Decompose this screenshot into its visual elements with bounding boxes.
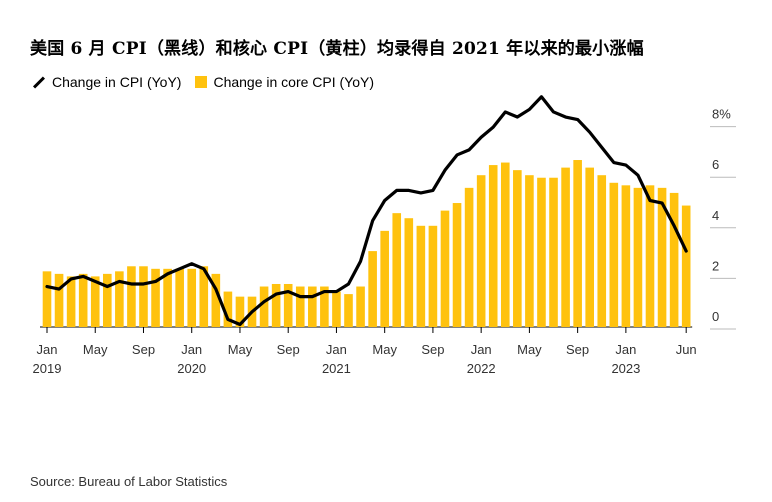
core-cpi-bar bbox=[139, 266, 148, 327]
y-tick-label: 8% bbox=[712, 107, 731, 122]
y-tick-label: 4 bbox=[712, 208, 719, 223]
x-tick-label: Sep bbox=[566, 342, 589, 357]
core-cpi-bar bbox=[199, 266, 209, 327]
core-cpi-bar bbox=[380, 230, 389, 327]
core-cpi-bar bbox=[115, 271, 124, 327]
core-cpi-bar bbox=[561, 167, 570, 327]
core-cpi-bar bbox=[549, 177, 558, 327]
core-cpi-bar bbox=[573, 160, 582, 327]
core-cpi-bar bbox=[657, 187, 667, 327]
core-cpi-bar bbox=[235, 296, 245, 327]
core-cpi-bar bbox=[151, 268, 160, 327]
core-cpi-bar bbox=[320, 286, 329, 327]
core-cpi-bar bbox=[452, 203, 462, 327]
core-cpi-bar bbox=[175, 268, 184, 327]
core-cpi-bar bbox=[211, 273, 221, 327]
core-cpi-bar bbox=[259, 286, 269, 327]
core-cpi-bar bbox=[645, 185, 655, 327]
core-cpi-bar bbox=[187, 268, 197, 327]
core-cpi-bar bbox=[368, 251, 377, 327]
x-tick-label: Jan bbox=[615, 342, 636, 357]
legend-label-core-cpi: Change in core CPI (YoY) bbox=[213, 74, 375, 90]
core-cpi-bar bbox=[669, 192, 679, 327]
core-cpi-bar bbox=[513, 170, 522, 327]
cpi-line bbox=[45, 95, 688, 327]
x-tick-label: Sep bbox=[277, 342, 300, 357]
source-note: Source: Bureau of Labor Statistics bbox=[30, 474, 228, 489]
core-cpi-bar bbox=[476, 175, 486, 327]
core-cpi-bar bbox=[440, 210, 450, 327]
core-cpi-bar bbox=[308, 286, 317, 327]
core-cpi-bar bbox=[223, 291, 233, 327]
core-cpi-bar bbox=[464, 187, 474, 327]
core-cpi-bar bbox=[525, 175, 534, 327]
legend-label-cpi: Change in CPI (YoY) bbox=[52, 74, 182, 90]
core-cpi-bar bbox=[295, 286, 305, 327]
core-cpi-bar bbox=[585, 167, 594, 327]
core-cpi-bar bbox=[66, 276, 76, 327]
core-cpi-bar bbox=[163, 268, 172, 327]
legend-item-core-cpi: Change in core CPI (YoY) bbox=[195, 74, 374, 90]
core-cpi-bar bbox=[681, 205, 691, 327]
y-tick-label: 2 bbox=[712, 258, 719, 273]
x-tick-label: May bbox=[83, 342, 108, 357]
core-cpi-bar bbox=[428, 225, 438, 327]
core-cpi-bar bbox=[103, 273, 112, 327]
core-cpi-bar bbox=[633, 187, 643, 327]
core-cpi-bar bbox=[42, 271, 52, 327]
core-cpi-bar bbox=[416, 225, 426, 327]
x-tick-year: 2022 bbox=[467, 361, 496, 376]
core-cpi-bar bbox=[597, 175, 607, 327]
core-cpi-bar bbox=[609, 182, 619, 327]
x-tick-label: Jun bbox=[676, 342, 697, 357]
core-cpi-bar bbox=[488, 165, 498, 327]
x-tick-label: Jan bbox=[181, 342, 202, 357]
x-tick-label: May bbox=[228, 342, 253, 357]
legend-item-cpi: Change in CPI (YoY) bbox=[30, 74, 181, 90]
x-tick-year: 2021 bbox=[322, 361, 351, 376]
core-cpi-bar bbox=[127, 266, 136, 327]
x-tick-label: Jan bbox=[326, 342, 347, 357]
x-tick-label: May bbox=[372, 342, 397, 357]
core-cpi-bar bbox=[78, 273, 88, 327]
core-cpi-bar bbox=[283, 283, 293, 327]
x-tick-label: Sep bbox=[132, 342, 155, 357]
legend-bar-swatch bbox=[195, 76, 208, 88]
core-cpi-bar bbox=[537, 177, 546, 327]
x-tick-label: Sep bbox=[421, 342, 444, 357]
core-cpi-bar bbox=[332, 291, 341, 327]
core-cpi-bar bbox=[500, 162, 510, 327]
core-cpi-bar bbox=[344, 294, 353, 327]
x-tick-year: 2020 bbox=[177, 361, 206, 376]
x-tick-year: 2023 bbox=[611, 361, 640, 376]
core-cpi-bar bbox=[404, 218, 414, 327]
core-cpi-bar bbox=[621, 185, 631, 327]
core-cpi-bar bbox=[392, 213, 402, 327]
core-cpi-bar bbox=[271, 283, 281, 327]
core-cpi-bar bbox=[54, 273, 64, 327]
y-tick-label: 0 bbox=[712, 309, 719, 324]
x-tick-label: May bbox=[517, 342, 542, 357]
x-tick-year: 2019 bbox=[33, 361, 62, 376]
x-tick-label: Jan bbox=[37, 342, 58, 357]
core-cpi-bar bbox=[356, 286, 365, 327]
chart-legend: Change in CPI (YoY) Change in core CPI (… bbox=[30, 74, 388, 90]
chart-title: 美国 6 月 CPI（黑线）和核心 CPI（黄柱）均录得自 2021 年以来的最… bbox=[30, 39, 644, 59]
y-tick-label: 6 bbox=[712, 157, 719, 172]
core-cpi-bar bbox=[90, 276, 100, 327]
x-tick-label: Jan bbox=[471, 342, 492, 357]
